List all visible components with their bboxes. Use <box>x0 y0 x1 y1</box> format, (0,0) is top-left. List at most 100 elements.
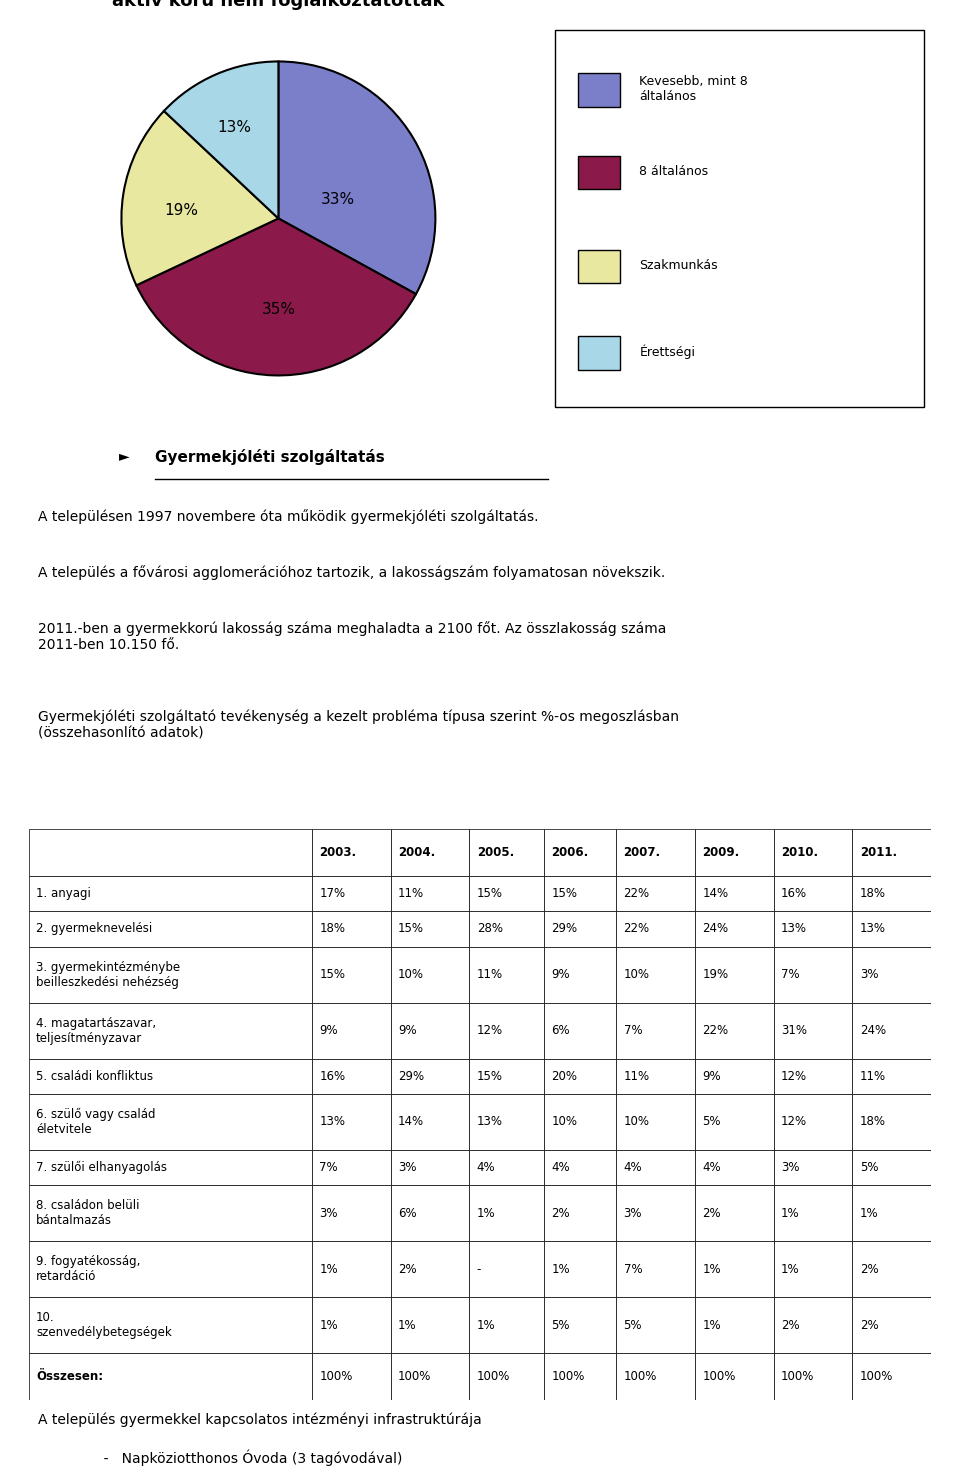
Text: 28%: 28% <box>477 923 503 936</box>
Text: 19%: 19% <box>703 969 729 980</box>
Title: aktív korú nem foglalkoztatottak: aktív korú nem foglalkoztatottak <box>112 0 444 9</box>
FancyBboxPatch shape <box>774 1297 852 1354</box>
FancyBboxPatch shape <box>695 1241 774 1297</box>
Text: Szakmunkás: Szakmunkás <box>639 259 718 273</box>
FancyBboxPatch shape <box>391 1185 469 1241</box>
Text: 5%: 5% <box>860 1161 878 1174</box>
Text: 3%: 3% <box>624 1207 642 1220</box>
Text: 10%: 10% <box>552 1115 578 1129</box>
Text: 35%: 35% <box>261 302 296 317</box>
FancyBboxPatch shape <box>695 1003 774 1059</box>
FancyBboxPatch shape <box>852 1297 931 1354</box>
Text: 18%: 18% <box>320 923 346 936</box>
Text: 5. családi konfliktus: 5. családi konfliktus <box>36 1069 154 1083</box>
FancyBboxPatch shape <box>695 1059 774 1094</box>
Text: 18%: 18% <box>860 1115 886 1129</box>
FancyBboxPatch shape <box>774 1241 852 1297</box>
FancyBboxPatch shape <box>774 911 852 946</box>
FancyBboxPatch shape <box>852 829 931 875</box>
Text: 1%: 1% <box>320 1318 338 1331</box>
Text: 1%: 1% <box>320 1263 338 1275</box>
Text: 100%: 100% <box>860 1370 893 1383</box>
Text: 15%: 15% <box>477 1069 503 1083</box>
FancyBboxPatch shape <box>469 1059 544 1094</box>
FancyBboxPatch shape <box>695 1354 774 1400</box>
FancyBboxPatch shape <box>312 1241 391 1297</box>
Text: 16%: 16% <box>320 1069 346 1083</box>
FancyBboxPatch shape <box>469 829 544 875</box>
FancyBboxPatch shape <box>469 1094 544 1149</box>
FancyBboxPatch shape <box>391 1003 469 1059</box>
FancyBboxPatch shape <box>852 1185 931 1241</box>
Text: 2%: 2% <box>398 1263 417 1275</box>
FancyBboxPatch shape <box>544 1149 616 1185</box>
Text: 8. családon belüli
bántalmazás: 8. családon belüli bántalmazás <box>36 1200 139 1228</box>
FancyBboxPatch shape <box>695 1185 774 1241</box>
FancyBboxPatch shape <box>578 156 620 190</box>
Text: 100%: 100% <box>320 1370 352 1383</box>
Text: Kevesebb, mint 8
általános: Kevesebb, mint 8 általános <box>639 76 748 104</box>
Text: 1%: 1% <box>552 1263 570 1275</box>
Text: 1%: 1% <box>781 1263 800 1275</box>
Text: 13%: 13% <box>218 120 252 135</box>
Text: 5%: 5% <box>552 1318 570 1331</box>
Text: 5%: 5% <box>624 1318 642 1331</box>
Text: 22%: 22% <box>624 887 650 900</box>
Text: 100%: 100% <box>552 1370 585 1383</box>
Text: 100%: 100% <box>398 1370 431 1383</box>
Text: 2. gyermeknevelési: 2. gyermeknevelési <box>36 923 153 936</box>
Text: 2004.: 2004. <box>398 846 435 859</box>
Text: 11%: 11% <box>860 1069 886 1083</box>
Text: 8 általános: 8 általános <box>639 164 708 178</box>
Text: 13%: 13% <box>860 923 886 936</box>
FancyBboxPatch shape <box>391 1094 469 1149</box>
FancyBboxPatch shape <box>774 1003 852 1059</box>
Text: 3. gyermekintézménybe
beilleszkedési nehézség: 3. gyermekintézménybe beilleszkedési neh… <box>36 961 180 989</box>
FancyBboxPatch shape <box>469 875 544 911</box>
Text: ►: ► <box>119 450 130 464</box>
Text: 20%: 20% <box>552 1069 578 1083</box>
FancyBboxPatch shape <box>29 1094 312 1149</box>
Text: 2006.: 2006. <box>552 846 588 859</box>
Text: 10%: 10% <box>398 969 424 980</box>
FancyBboxPatch shape <box>852 1241 931 1297</box>
Text: 2007.: 2007. <box>624 846 660 859</box>
FancyBboxPatch shape <box>29 1003 312 1059</box>
Text: 11%: 11% <box>477 969 503 980</box>
Wedge shape <box>136 218 416 375</box>
FancyBboxPatch shape <box>469 1297 544 1354</box>
Text: 1%: 1% <box>398 1318 417 1331</box>
FancyBboxPatch shape <box>29 1059 312 1094</box>
Text: 29%: 29% <box>398 1069 424 1083</box>
FancyBboxPatch shape <box>312 1297 391 1354</box>
FancyBboxPatch shape <box>774 1059 852 1094</box>
Text: 15%: 15% <box>398 923 424 936</box>
FancyBboxPatch shape <box>312 1059 391 1094</box>
FancyBboxPatch shape <box>391 1241 469 1297</box>
FancyBboxPatch shape <box>774 875 852 911</box>
FancyBboxPatch shape <box>852 1059 931 1094</box>
FancyBboxPatch shape <box>544 1297 616 1354</box>
FancyBboxPatch shape <box>544 875 616 911</box>
FancyBboxPatch shape <box>544 829 616 875</box>
FancyBboxPatch shape <box>774 946 852 1003</box>
FancyBboxPatch shape <box>469 1185 544 1241</box>
FancyBboxPatch shape <box>469 946 544 1003</box>
Text: 22%: 22% <box>624 923 650 936</box>
FancyBboxPatch shape <box>578 336 620 370</box>
FancyBboxPatch shape <box>29 875 312 911</box>
Text: 2011.: 2011. <box>860 846 897 859</box>
FancyBboxPatch shape <box>852 875 931 911</box>
Text: 33%: 33% <box>321 193 355 207</box>
FancyBboxPatch shape <box>391 875 469 911</box>
Text: 2%: 2% <box>860 1263 878 1275</box>
FancyBboxPatch shape <box>544 1241 616 1297</box>
Text: 13%: 13% <box>477 1115 503 1129</box>
Text: 4%: 4% <box>477 1161 495 1174</box>
Wedge shape <box>278 61 436 295</box>
FancyBboxPatch shape <box>695 911 774 946</box>
Text: 24%: 24% <box>703 923 729 936</box>
FancyBboxPatch shape <box>312 1003 391 1059</box>
Text: 15%: 15% <box>477 887 503 900</box>
FancyBboxPatch shape <box>578 73 620 107</box>
